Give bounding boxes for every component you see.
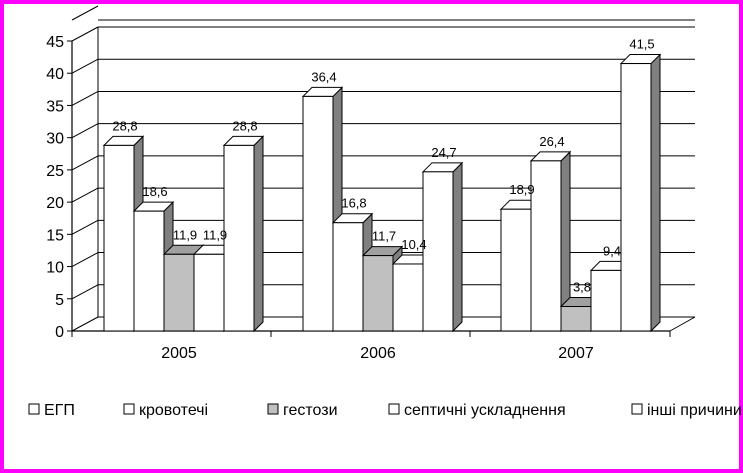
bar-front [332,222,364,332]
gridline-side [71,155,99,171]
bar [529,150,572,333]
legend-label: гестози [283,402,338,419]
data-label: 18,6 [142,184,167,199]
bar-front [590,269,622,332]
bar-side [650,53,661,333]
legend-item: кровотечі [123,402,208,419]
data-label: 28,8 [232,118,257,133]
y-tick-label: 15 [46,227,64,244]
data-label: 11,9 [203,227,227,242]
data-label: 11,9 [173,227,197,242]
legend-swatch [28,403,40,415]
x-category-label: 2007 [558,345,594,362]
floor-right-edge [669,316,696,332]
y-tick-label: 35 [46,98,64,115]
bar-front [133,210,165,332]
legend-swatch [267,403,279,415]
legend-item: інші причини [631,402,742,419]
y-tick-label: 30 [46,131,64,148]
legend-swatch [388,403,400,415]
bar [222,135,265,333]
legend-label: септичні ускладнення [404,402,566,419]
x-category-label: 2006 [360,345,396,362]
legend-item: ЕГП [28,402,75,419]
data-label: 18,9 [509,182,534,197]
bar-front [392,263,424,332]
gridline-side [71,91,99,106]
bar-front [530,160,562,332]
x-category-label: 2005 [161,345,197,362]
bar-side [253,135,264,333]
data-label: 24,7 [431,145,456,160]
x-axis-categories: 2005 2006 2007 [161,345,594,362]
data-label: 10,4 [401,237,426,252]
bar-front [302,95,334,332]
bar-front [193,253,225,332]
bar-front [223,144,255,332]
bar-front [560,306,592,332]
bar-front [163,253,195,332]
gridline-side [71,284,99,300]
gridline-side [71,187,99,203]
data-label: 41,5 [629,37,654,52]
data-label: 28,8 [112,118,137,133]
legend-item: септичні ускладнення [388,402,566,419]
back-wall-top [71,5,99,21]
bar-side [452,161,463,333]
legend-label: ЕГП [44,402,75,419]
y-tick-label: 0 [55,324,64,341]
chart-bars [102,53,662,333]
legend-label: кровотечі [139,402,208,419]
gridline-side [71,26,99,42]
data-label: 26,4 [539,134,564,149]
bar-front [103,144,135,332]
chart-data-labels: 28,8 18,6 11,9 11,9 28,8 36,4 16,8 11,7 10,4 24,7… [112,37,654,295]
bar-front [500,208,532,332]
gridline-side [71,58,99,74]
gridline-side [71,252,99,267]
legend-item: гестози [267,402,338,419]
y-tick-label: 5 [55,292,64,309]
data-label: 16,8 [341,196,366,211]
bar-front [422,171,454,332]
gridline-side [71,123,99,139]
bar [619,53,662,333]
gridline-side [71,316,99,332]
data-label: 3,8 [573,280,591,295]
y-axis-ticks: 0 5 10 15 20 25 30 35 40 45 [46,34,64,341]
y-tick-label: 40 [46,66,64,83]
data-label: 11,7 [372,229,396,244]
y-tick-label: 45 [46,34,64,51]
legend-swatch [631,403,643,415]
data-label: 9,4 [603,243,621,258]
chart-legend: ЕГП кровотечі гестози септичні ускладнення і… [28,402,742,419]
bar-front [620,63,652,332]
legend-swatch [123,403,135,415]
gridline-side [71,219,99,235]
y-tick-label: 25 [46,163,64,180]
data-label: 36,4 [311,69,336,84]
legend-label: інші причини [647,402,742,419]
bar [421,161,464,333]
bar-front [362,255,394,332]
y-tick-label: 10 [46,260,64,277]
y-tick-label: 20 [46,195,64,212]
